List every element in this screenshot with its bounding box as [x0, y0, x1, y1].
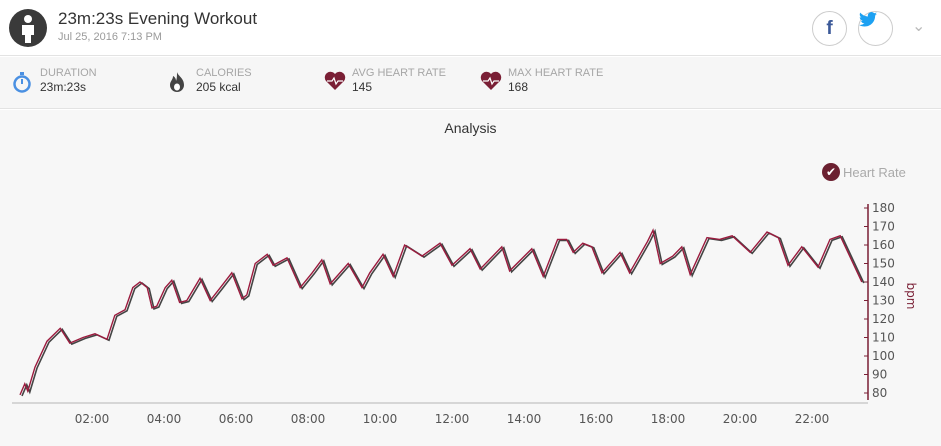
x-tick-label: 10:00	[363, 412, 398, 426]
stat-value: 145	[352, 80, 373, 94]
analysis-panel: Analysis ✔ Heart Rate 180 170 160 150 140 130…	[0, 110, 941, 446]
stat-label: MAX HEART RATE	[508, 67, 604, 79]
stats-bar: DURATION 23m:23s CALORIES 205 kcal AVG H…	[0, 57, 941, 109]
y-tick-label: 140	[872, 275, 895, 289]
facebook-icon: f	[826, 17, 833, 39]
series-line-heart-rate	[19, 228, 863, 396]
y-tick-label: 120	[872, 312, 895, 326]
workout-date: Jul 25, 2016 7:13 PM	[58, 31, 162, 43]
workout-header: 23m:23s Evening Workout Jul 25, 2016 7:1…	[0, 0, 941, 56]
x-tick-label: 14:00	[507, 412, 542, 426]
x-tick-label: 08:00	[291, 412, 326, 426]
x-tick-label: 02:00	[75, 412, 110, 426]
x-tick-label: 16:00	[579, 412, 614, 426]
stat-label: AVG HEART RATE	[352, 67, 446, 79]
flame-icon	[168, 71, 190, 93]
x-tick-label: 20:00	[723, 412, 758, 426]
y-tick-label: 100	[872, 349, 895, 363]
y-tick-label: 130	[872, 294, 895, 308]
stat-label: DURATION	[40, 67, 97, 79]
stat-value: 23m:23s	[40, 80, 87, 94]
stopwatch-icon	[12, 71, 34, 93]
person-icon	[9, 9, 47, 47]
x-tick-label: 22:00	[795, 412, 830, 426]
x-tick-label: 04:00	[147, 412, 182, 426]
y-tick-label: 110	[872, 331, 895, 345]
chevron-down-icon[interactable]: ⌄	[912, 18, 926, 35]
x-tick-label: 18:00	[651, 412, 686, 426]
series-shadow-line	[21, 228, 865, 397]
workout-title: 23m:23s Evening Workout	[58, 9, 258, 28]
stat-value: 168	[508, 80, 529, 94]
y-tick-label: 150	[872, 257, 895, 271]
checkmark-icon: ✔	[822, 163, 840, 181]
chart-title: Analysis	[444, 120, 497, 136]
x-tick-label: 06:00	[219, 412, 254, 426]
y-tick-label: 160	[872, 238, 895, 252]
y-tick-label: 90	[872, 368, 887, 382]
twitter-share-button[interactable]	[858, 11, 893, 46]
stat-value: 205 kcal	[196, 80, 241, 94]
legend-label: Heart Rate	[843, 164, 906, 180]
facebook-share-button[interactable]: f	[812, 11, 847, 46]
x-tick-label: 12:00	[435, 412, 470, 426]
y-tick-label: 180	[872, 201, 895, 215]
y-tick-label: 80	[872, 386, 887, 400]
y-tick-label: 170	[872, 220, 895, 234]
heart-rate-icon	[324, 71, 346, 93]
heart-rate-icon	[480, 71, 502, 93]
heart-rate-chart: 180 170 160 150 140 130 120 110 100 90 80 bpm 02:00 0…	[12, 201, 918, 426]
y-axis-label: bpm	[904, 283, 918, 310]
stat-label: CALORIES	[196, 67, 252, 79]
legend-heart-rate[interactable]: ✔ Heart Rate	[822, 163, 906, 181]
